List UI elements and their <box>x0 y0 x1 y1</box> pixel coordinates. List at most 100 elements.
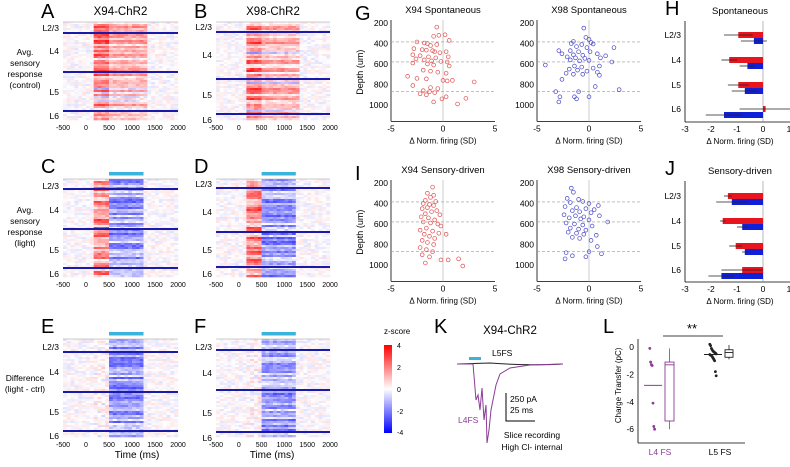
heatmap-cell <box>143 76 148 79</box>
heatmap-cell <box>82 193 87 196</box>
heatmap-cell <box>97 255 102 258</box>
heatmap-cell <box>82 271 87 274</box>
heatmap-cell <box>322 24 327 27</box>
heatmap-cell <box>223 118 228 121</box>
heatmap-cell <box>112 118 117 121</box>
heatmap-cell <box>128 207 133 210</box>
heatmap-cell <box>314 46 319 49</box>
heatmap-cell <box>227 189 232 192</box>
heatmap-cell <box>135 217 140 220</box>
heatmap-cell <box>139 199 144 202</box>
heatmap-cell <box>86 56 91 59</box>
heatmap-cell <box>105 82 110 85</box>
heatmap-cell <box>135 263 140 266</box>
heatmap-cell <box>86 60 91 63</box>
heatmap-cell <box>254 209 259 212</box>
heatmap-cell <box>326 209 331 212</box>
time-axis-label: Time (ms) <box>115 450 160 461</box>
heatmap-cell <box>295 46 300 49</box>
heatmap-cell <box>166 269 171 272</box>
heatmap-cell <box>109 275 114 278</box>
heatmap-cell <box>105 263 110 266</box>
heatmap-cell <box>170 112 175 115</box>
heatmap-cell <box>66 207 71 210</box>
heatmap-cell <box>70 36 75 39</box>
heatmap-cell <box>97 237 102 240</box>
heatmap-cell <box>93 181 98 184</box>
heatmap-cell <box>93 24 98 27</box>
heatmap-cell <box>311 102 316 105</box>
heatmap-cell <box>246 82 251 85</box>
heatmap-cell <box>276 209 281 212</box>
heatmap-cell <box>86 269 91 272</box>
heatmap-cell <box>235 100 240 103</box>
heatmap-cell <box>105 40 110 43</box>
heatmap-cell <box>235 42 240 45</box>
heatmap-cell <box>318 82 323 85</box>
heatmap-cell <box>70 243 75 246</box>
heatmap-cell <box>318 84 323 87</box>
heatmap-cell <box>128 185 133 188</box>
heatmap-cell <box>322 52 327 55</box>
heatmap-cell <box>66 263 71 266</box>
heatmap-cell <box>288 36 293 39</box>
heatmap-cell <box>250 28 255 31</box>
heatmap-cell <box>116 38 121 41</box>
heatmap-cell <box>70 102 75 105</box>
heatmap-cell <box>93 273 98 276</box>
heatmap-cell <box>86 249 91 252</box>
heatmap-cell <box>124 80 129 83</box>
heatmap-cell <box>93 66 98 69</box>
heatmap-cell <box>151 245 156 248</box>
heatmap-cell <box>261 58 266 61</box>
heatmap-cell <box>166 233 171 236</box>
heatmap-cell <box>128 60 133 63</box>
heatmap-cell <box>295 68 300 71</box>
heatmap-cell <box>63 259 68 262</box>
heatmap-cell <box>116 233 121 236</box>
heatmap-cell <box>318 38 323 41</box>
heatmap-cell <box>174 209 179 212</box>
heatmap-cell <box>170 235 175 238</box>
heatmap-cell <box>109 209 114 212</box>
heatmap-cell <box>166 104 171 107</box>
heatmap-cell <box>162 195 167 198</box>
heatmap-cell <box>174 48 179 51</box>
heatmap-cell <box>284 179 289 182</box>
heatmap-cell <box>261 80 266 83</box>
heatmap-cell <box>116 34 121 37</box>
heatmap-cell <box>322 72 327 75</box>
heatmap-cell <box>250 209 255 212</box>
heatmap-cell <box>78 271 83 274</box>
heatmap-cell <box>322 44 327 47</box>
heatmap-cell <box>74 257 79 260</box>
heatmap-cell <box>105 100 110 103</box>
heatmap-cell <box>105 271 110 274</box>
heatmap-cell <box>124 58 129 61</box>
heatmap-cell <box>70 30 75 33</box>
heatmap-cell <box>74 58 79 61</box>
heatmap-cell <box>311 24 316 27</box>
heatmap-cell <box>273 62 278 65</box>
heatmap-cell <box>265 36 270 39</box>
heatmap-cell <box>284 102 289 105</box>
heatmap-cell <box>257 205 262 208</box>
heatmap-cell <box>280 193 285 196</box>
heatmap-cell <box>295 70 300 73</box>
heatmap-cell <box>288 118 293 121</box>
heatmap-cell <box>89 203 94 206</box>
heatmap-cell <box>174 211 179 214</box>
heatmap-cell <box>101 251 106 254</box>
heatmap-cell <box>288 60 293 63</box>
heatmap-cell <box>219 108 224 111</box>
heatmap-cell <box>116 269 121 272</box>
heatmap-cell <box>265 193 270 196</box>
heatmap-cell <box>273 197 278 200</box>
heatmap-cell <box>162 118 167 121</box>
heatmap-cell <box>162 86 167 89</box>
heatmap-cell <box>135 193 140 196</box>
heatmap-cell <box>120 275 125 278</box>
heatmap-cell <box>307 92 312 95</box>
heatmap-cell <box>139 52 144 55</box>
